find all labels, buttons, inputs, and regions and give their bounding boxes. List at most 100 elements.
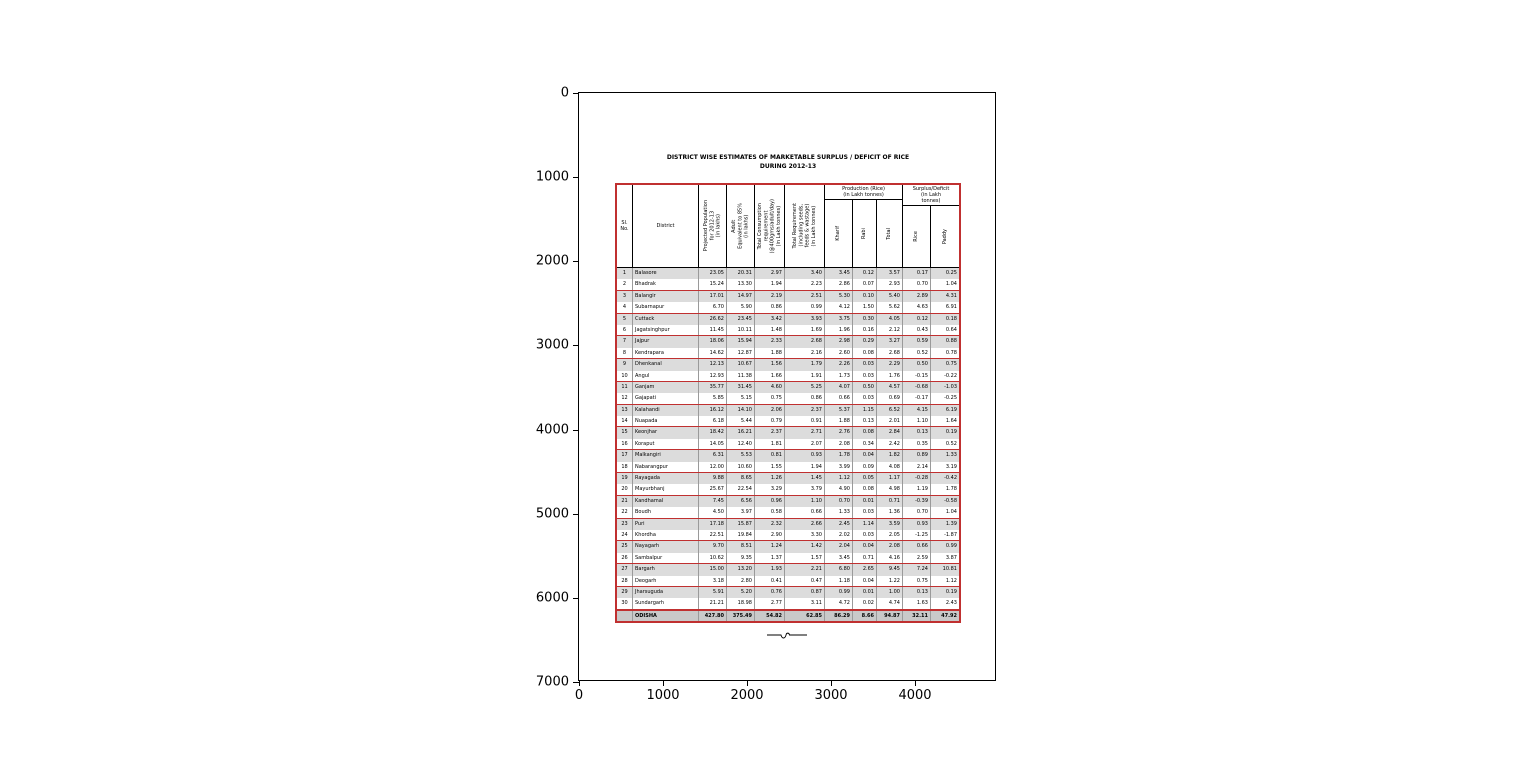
value-cell: 375.49 [727, 610, 755, 622]
value-cell: 0.01 [853, 586, 877, 599]
value-cell: 2.98 [825, 336, 853, 348]
value-cell: -1.03 [944, 383, 957, 390]
value-cell: 5.53 [727, 450, 755, 462]
value-cell: 5.15 [727, 393, 755, 404]
value-cell: 0.50 [853, 381, 877, 394]
value-cell: 2.89 [903, 290, 931, 303]
value-cell: 4.50 [699, 507, 727, 518]
district-cell: Nayagarh [633, 541, 699, 553]
value-cell: 3.57 [877, 268, 903, 280]
district-cell: Jajpur [633, 336, 699, 348]
value-cell: 2.23 [785, 279, 825, 290]
sl-no-cell: 21 [617, 495, 633, 508]
value-cell: 3.27 [877, 336, 903, 348]
value-cell: 1.45 [785, 473, 825, 485]
value-cell: 0.86 [755, 302, 785, 313]
value-cell: 3.75 [825, 313, 853, 325]
value-cell: 1.93 [755, 564, 785, 576]
district-cell: Balasore [633, 268, 699, 280]
sl-no-cell: 5 [617, 313, 633, 325]
x-tick-label: 3000 [814, 688, 848, 703]
table-row: 12 Gajapati 5.85 5.15 0.75 0.86 0.66 0.03 0.69 -0… [617, 393, 959, 405]
value-cell: 9.88 [699, 473, 727, 485]
table-row: 22 Boudh 4.50 3.97 0.58 0.66 1.33 0.03 1.36 0.70 1… [617, 507, 959, 519]
value-cell: 0.99 [785, 302, 825, 313]
sl-no-cell: 17 [617, 450, 633, 462]
value-cell: 0.03 [853, 507, 877, 518]
value-cell: 0.30 [853, 313, 877, 325]
value-cell: 12.40 [727, 438, 755, 450]
value-cell: 32.11 [903, 610, 931, 622]
value-cell: 0.03 [853, 359, 877, 371]
district-cell: Kalahandi [633, 404, 699, 417]
value-cell: 0.08 [853, 427, 877, 439]
value-cell: 5.62 [877, 302, 903, 313]
table-row: 7 Jajpur 18.06 15.94 2.33 2.68 2.98 0.29 3.27 0.5… [617, 336, 959, 348]
sl-no-cell: 13 [617, 404, 633, 417]
value-cell: 1.82 [877, 450, 903, 462]
value-cell: 14.10 [727, 404, 755, 417]
value-cell: 18.98 [727, 598, 755, 609]
district-cell: Mayurbhanj [633, 484, 699, 495]
value-cell: 3.40 [785, 268, 825, 280]
value-cell: 2.04 [825, 541, 853, 553]
value-cell: 13.20 [727, 564, 755, 576]
col-header-rice: Rice [903, 206, 931, 267]
value-cell: 0.86 [785, 393, 825, 404]
col-group-surplus-label: Surplus/Deficit (in Lakh tonnes) [903, 185, 959, 206]
x-tick-mark [663, 680, 664, 686]
value-cell: 1.00 [877, 586, 903, 599]
value-cell: 2.32 [755, 518, 785, 530]
value-cell: 15.24 [699, 279, 727, 290]
value-cell: 1.04 [945, 509, 957, 516]
value-cell: 21.21 [699, 598, 727, 609]
value-cell: 6.19 [945, 406, 957, 413]
value-cell: 0.19 [945, 429, 957, 436]
value-cell: -0.42 [944, 475, 957, 482]
district-cell: Gajapati [633, 393, 699, 404]
value-cell: 9.35 [727, 552, 755, 564]
district-cell: Dhenkanal [633, 359, 699, 371]
value-cell: 0.91 [785, 416, 825, 427]
table-row: 8 Kendrapara 14.62 12.87 1.88 2.16 2.60 0.08 2.6… [617, 347, 959, 360]
value-cell: 26.62 [699, 313, 727, 325]
district-cell: Puri [633, 518, 699, 530]
value-cell: 1.94 [755, 279, 785, 290]
value-cell: 15.87 [727, 518, 755, 530]
table-row: 26 Sambalpur 10.62 9.35 1.37 1.57 3.45 0.71 4.16… [617, 552, 959, 565]
value-cell: 1.63 [903, 598, 931, 609]
value-cell: 35.77 [699, 381, 727, 394]
value-cell: 86.29 [825, 610, 853, 622]
value-cell: 2.05 [877, 529, 903, 541]
value-cell: 1.88 [825, 416, 853, 427]
value-cell: 0.07 [853, 279, 877, 290]
value-cell: 0.52 [945, 440, 957, 447]
y-tick-label: 6000 [535, 590, 569, 606]
sl-no-cell: 12 [617, 393, 633, 404]
value-cell: 5.44 [727, 416, 755, 427]
value-cell: 2.65 [853, 564, 877, 576]
value-cell: 8.65 [727, 473, 755, 485]
value-cell: 22.51 [699, 529, 727, 541]
table-row: 6 Jagatsinghpur 11.45 10.11 1.48 1.69 1.96 0.16… [617, 324, 959, 337]
value-cell: 2.01 [877, 416, 903, 427]
value-cell: 9.70 [699, 541, 727, 553]
sl-no-cell: 4 [617, 302, 633, 313]
value-cell: 12.93 [699, 370, 727, 381]
value-cell: 1.19 [903, 484, 931, 495]
value-cell: 4.16 [877, 552, 903, 564]
value-cell: 0.01 [853, 495, 877, 508]
value-cell: 0.47 [785, 575, 825, 586]
value-cell: 2.14 [903, 461, 931, 473]
district-cell: Subarnapur [633, 302, 699, 313]
table-row: 11 Ganjam 35.77 31.45 4.60 5.25 4.07 0.50 4.57 -0… [617, 381, 959, 394]
value-cell: 0.70 [903, 507, 931, 518]
district-cell: Angul [633, 370, 699, 381]
col-header-total: Total [877, 200, 903, 267]
y-tick-label: 3000 [535, 337, 569, 353]
value-cell: 16.21 [727, 427, 755, 439]
col-group-production: Production (Rice) (in Lakh tonnes) Khari… [825, 185, 903, 267]
value-cell: 1.94 [785, 461, 825, 473]
value-cell: 5.40 [877, 290, 903, 303]
col-header-paddy: Paddy [941, 228, 948, 245]
